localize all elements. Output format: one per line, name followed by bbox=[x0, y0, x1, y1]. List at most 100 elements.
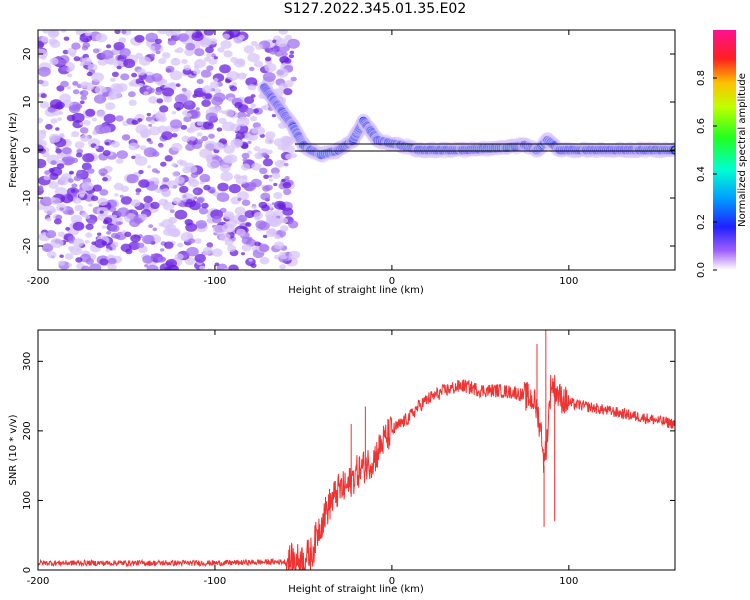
noise-blob bbox=[258, 221, 270, 231]
noise-blob bbox=[74, 141, 85, 149]
noise-blob bbox=[251, 40, 258, 47]
noise-blob bbox=[137, 242, 145, 248]
noise-blob bbox=[223, 211, 235, 220]
noise-blob bbox=[202, 251, 209, 256]
noise-blob bbox=[193, 68, 201, 75]
noise-blob bbox=[194, 238, 202, 244]
noise-blob bbox=[208, 133, 215, 139]
noise-blob bbox=[209, 81, 219, 89]
noise-blob bbox=[243, 182, 256, 192]
noise-blob bbox=[148, 123, 153, 127]
noise-blob bbox=[167, 38, 177, 46]
noise-blob bbox=[85, 258, 95, 265]
noise-blob bbox=[79, 121, 85, 126]
noise-blob bbox=[151, 168, 158, 173]
noise-blob bbox=[165, 125, 174, 133]
noise-blob bbox=[246, 113, 251, 117]
noise-blob bbox=[290, 76, 297, 82]
noise-blob bbox=[269, 48, 278, 55]
noise-blob bbox=[170, 58, 181, 66]
noise-blob bbox=[148, 126, 161, 136]
noise-blob bbox=[40, 196, 53, 207]
noise-blob bbox=[80, 81, 89, 89]
noise-blob bbox=[275, 38, 288, 48]
noise-blob bbox=[85, 223, 94, 230]
noise-blob bbox=[233, 58, 246, 68]
noise-blob bbox=[220, 171, 233, 182]
noise-blob bbox=[160, 248, 165, 252]
noise-blob bbox=[38, 66, 51, 77]
noise-blob bbox=[281, 51, 288, 57]
noise-blob bbox=[204, 93, 212, 99]
noise-blob bbox=[87, 63, 98, 72]
noise-blob bbox=[71, 112, 85, 123]
noise-blob bbox=[247, 140, 252, 144]
noise-blob bbox=[86, 71, 93, 77]
noise-blob bbox=[45, 123, 53, 130]
noise-blob bbox=[182, 166, 192, 174]
noise-blob bbox=[62, 49, 69, 55]
noise-blob bbox=[59, 59, 67, 65]
noise-blob bbox=[80, 134, 90, 142]
noise-blob bbox=[59, 133, 65, 137]
noise-blob bbox=[60, 80, 69, 88]
noise-blob bbox=[113, 182, 124, 191]
noise-blob bbox=[67, 235, 76, 242]
noise-blob bbox=[116, 150, 128, 160]
noise-blob bbox=[120, 73, 130, 81]
snr-y-tick-label: 0 bbox=[22, 567, 33, 573]
noise-blob bbox=[230, 138, 243, 149]
noise-blob bbox=[106, 44, 112, 49]
noise-blob bbox=[70, 189, 76, 193]
noise-blob bbox=[155, 50, 161, 55]
noise-blob bbox=[183, 177, 189, 181]
noise-blob bbox=[42, 30, 51, 34]
noise-blob bbox=[171, 162, 177, 167]
spectrogram-ridge bbox=[257, 81, 675, 163]
noise-blob bbox=[205, 46, 214, 54]
noise-blob bbox=[262, 234, 268, 239]
noise-blob bbox=[284, 176, 290, 180]
noise-blob bbox=[169, 119, 183, 129]
noise-blob bbox=[260, 192, 271, 201]
noise-blob bbox=[123, 58, 136, 69]
noise-blob bbox=[110, 224, 120, 233]
noise-blob bbox=[273, 192, 283, 199]
noise-blob bbox=[95, 33, 108, 43]
noise-blob bbox=[289, 50, 295, 55]
noise-blob bbox=[85, 108, 96, 117]
noise-blob bbox=[247, 84, 257, 91]
noise-blob bbox=[72, 104, 80, 111]
noise-blob bbox=[107, 57, 117, 66]
noise-blob bbox=[101, 225, 107, 229]
noise-blob bbox=[38, 40, 45, 49]
noise-blob bbox=[251, 162, 262, 171]
noise-blob bbox=[67, 73, 73, 78]
noise-blob bbox=[143, 147, 157, 158]
noise-blob bbox=[50, 208, 57, 213]
noise-blob bbox=[273, 241, 285, 250]
noise-blob bbox=[244, 96, 255, 104]
noise-blob bbox=[177, 242, 184, 248]
noise-blob bbox=[50, 238, 64, 248]
noise-blob bbox=[247, 150, 253, 155]
noise-blob bbox=[116, 65, 122, 70]
noise-blob bbox=[206, 214, 211, 218]
noise-blob bbox=[245, 77, 258, 87]
noise-blob bbox=[181, 135, 191, 143]
noise-blob bbox=[40, 36, 49, 43]
noise-blob bbox=[113, 41, 125, 51]
noise-blob bbox=[71, 183, 78, 188]
noise-blob bbox=[106, 230, 112, 235]
noise-blob bbox=[131, 155, 136, 159]
noise-blob bbox=[172, 171, 180, 177]
noise-blob bbox=[148, 224, 154, 229]
noise-blob bbox=[253, 146, 261, 152]
noise-blob bbox=[103, 113, 116, 124]
noise-blob bbox=[223, 50, 233, 58]
noise-blob bbox=[174, 176, 185, 185]
noise-blob bbox=[223, 157, 230, 162]
noise-blob bbox=[67, 263, 73, 267]
noise-blob bbox=[227, 244, 237, 252]
noise-blob bbox=[172, 197, 182, 205]
